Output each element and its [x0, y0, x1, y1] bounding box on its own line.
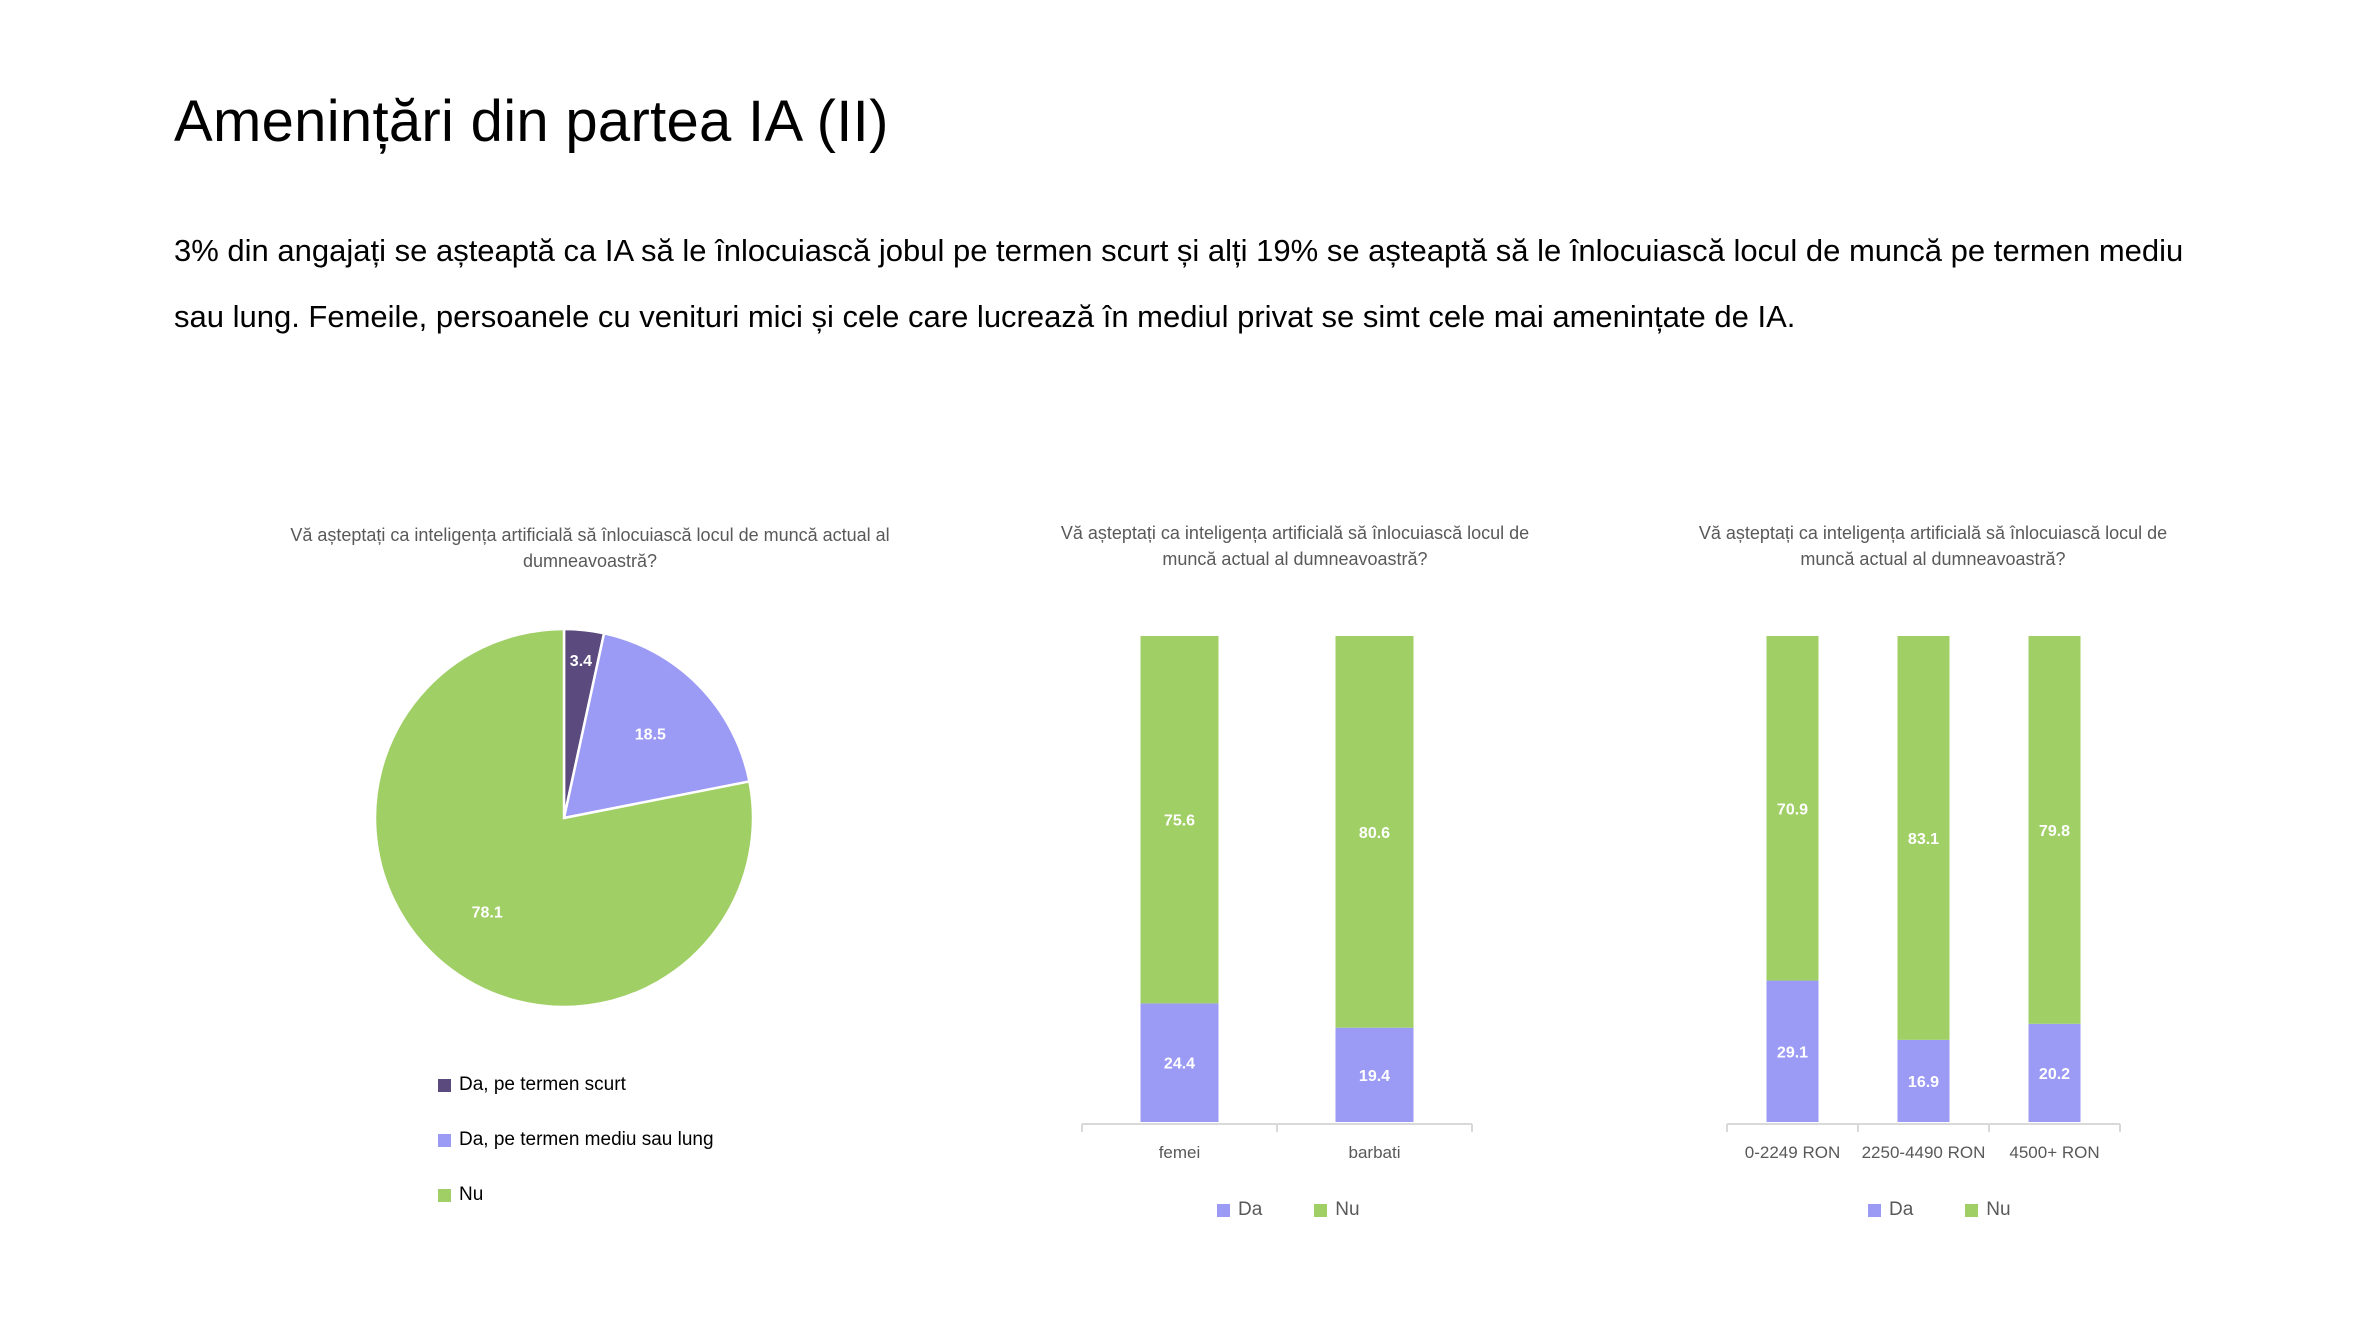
x-tick-label: femei [1159, 1143, 1201, 1162]
pie-data-label: 78.1 [472, 904, 503, 921]
legend-label: Da [1238, 1199, 1263, 1220]
income-chart-title: Vă așteptați ca inteligența artificială … [1698, 523, 2168, 569]
legend-item-nu: Nu [1965, 1199, 2011, 1221]
pie-data-label: 3.4 [570, 653, 592, 670]
x-tick-label: 2250-4490 RON [1862, 1143, 1986, 1162]
x-tick-label: 4500+ RON [2009, 1143, 2099, 1162]
legend-label: Nu [1335, 1199, 1360, 1220]
bar-data-label: 70.9 [1777, 801, 1808, 818]
bar-segment [2028, 636, 2081, 1024]
income-chart-legend: Da Nu [1868, 1199, 2011, 1221]
pie-data-label: 18.5 [635, 726, 666, 743]
legend-swatch [1965, 1203, 1979, 1217]
bar-segment [1766, 636, 1819, 981]
bar-segment [1897, 1039, 1950, 1122]
bar-data-label: 83.1 [1908, 831, 1939, 848]
bar-data-label: 24.4 [1164, 1056, 1195, 1073]
legend-label: Nu [1986, 1199, 2011, 1220]
bar-data-label: 79.8 [2039, 823, 2070, 840]
bar-data-label: 80.6 [1359, 825, 1390, 842]
bar-segment [1335, 636, 1414, 1028]
bar-segment [1897, 636, 1950, 1040]
legend-item-da: Da [1868, 1199, 1913, 1221]
legend-label: Nu [459, 1184, 484, 1205]
pie-slice [562, 631, 751, 820]
slide-title: Amenințări din partea IA (II) [174, 89, 889, 154]
legend-label: Da [1889, 1199, 1914, 1220]
bar-segment [1140, 1003, 1219, 1122]
x-tick-label: barbati [1349, 1143, 1401, 1162]
bar-data-label: 20.2 [2039, 1066, 2070, 1083]
slide-summary-text: 3% din angajați se așteaptă ca IA să le … [174, 233, 2184, 334]
pie-chart-title: Vă așteptați ca inteligența artificială … [290, 525, 890, 571]
bar-data-label: 19.4 [1359, 1068, 1390, 1085]
legend-swatch [438, 1188, 451, 1202]
gender-chart-title: Vă așteptați ca inteligența artificială … [1060, 523, 1530, 569]
bar-data-label: 75.6 [1164, 813, 1195, 830]
legend-label: Da, pe termen scurt [459, 1074, 626, 1095]
pie-legend-item-medium: Da, pe termen mediu sau lung [438, 1129, 714, 1151]
legend-item-nu: Nu [1314, 1199, 1360, 1221]
gender-chart-legend: Da Nu [1217, 1199, 1360, 1221]
bar-segment [1335, 1027, 1414, 1122]
pie-legend-item-short: Da, pe termen scurt [438, 1074, 626, 1096]
legend-item-da: Da [1217, 1199, 1262, 1221]
pie-legend-item-no: Nu [438, 1184, 483, 1206]
legend-swatch [438, 1078, 451, 1092]
legend-swatch [438, 1133, 451, 1147]
legend-swatch [1314, 1203, 1328, 1217]
legend-swatch [1217, 1203, 1230, 1217]
bar-segment [2028, 1023, 2081, 1122]
bar-data-label: 16.9 [1908, 1074, 1939, 1091]
legend-label: Da, pe termen mediu sau lung [459, 1129, 714, 1150]
bar-data-label: 29.1 [1777, 1044, 1808, 1061]
legend-swatch [1868, 1203, 1881, 1217]
pie-slice [373, 627, 755, 1009]
x-tick-label: 0-2249 RON [1745, 1143, 1840, 1162]
bar-segment [1140, 636, 1219, 1004]
bar-segment [1766, 980, 1819, 1122]
